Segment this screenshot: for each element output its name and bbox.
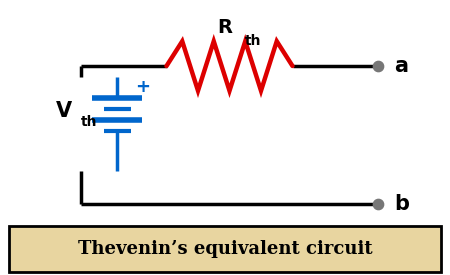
Text: +: +: [135, 78, 150, 96]
Text: |: |: [114, 146, 120, 164]
Text: th: th: [245, 34, 262, 48]
FancyBboxPatch shape: [9, 226, 441, 272]
Point: [374, 201, 382, 206]
Text: V: V: [56, 101, 72, 121]
Text: th: th: [81, 116, 98, 129]
Point: [374, 64, 382, 68]
Text: R: R: [217, 18, 233, 37]
Text: Thevenin’s equivalent circuit: Thevenin’s equivalent circuit: [78, 240, 372, 258]
Text: a: a: [394, 56, 408, 76]
Text: b: b: [394, 194, 409, 213]
